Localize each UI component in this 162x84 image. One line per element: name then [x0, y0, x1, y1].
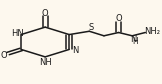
Text: N: N [72, 46, 79, 55]
Text: HN: HN [11, 29, 24, 38]
Text: O: O [115, 14, 122, 23]
Text: NH: NH [40, 58, 52, 67]
Text: O: O [42, 9, 48, 18]
Text: NH₂: NH₂ [144, 27, 160, 36]
Text: O: O [1, 51, 7, 60]
Text: H: H [132, 37, 138, 46]
Text: S: S [88, 23, 93, 32]
Text: N: N [130, 35, 136, 44]
